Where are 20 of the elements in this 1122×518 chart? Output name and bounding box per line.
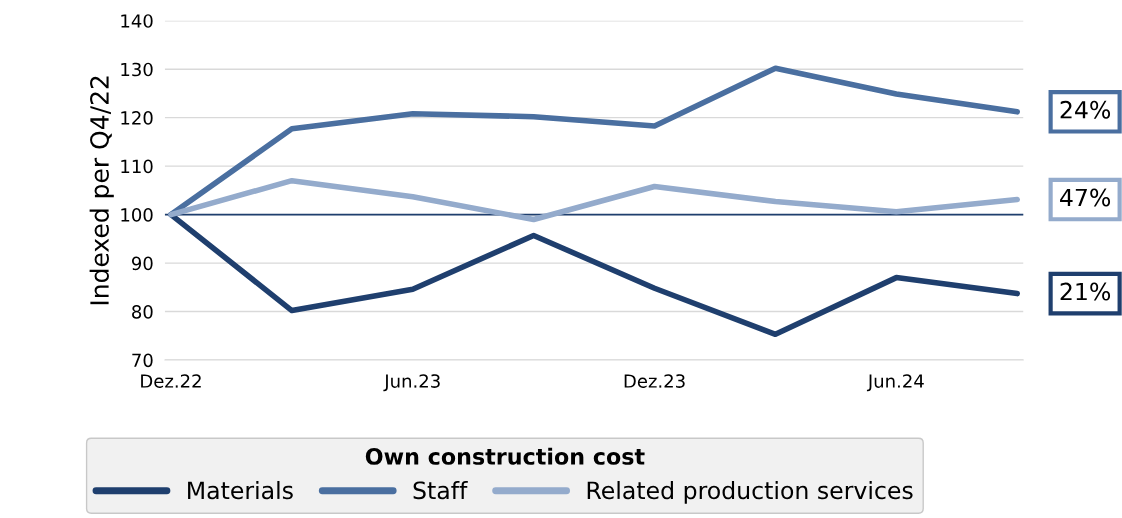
y-tick-label: 140	[121, 14, 153, 28]
y-tick-label: 120	[121, 111, 153, 125]
x-tick-label: Jun.23	[383, 374, 440, 392]
x-tick-label: Jun.24	[866, 374, 924, 392]
legend-label: Related production services	[587, 480, 913, 504]
legend-label: Materials	[188, 480, 293, 500]
legend-title: Own construction cost	[365, 447, 645, 465]
y-tick-label: 100	[121, 208, 153, 222]
text: 21%	[1060, 282, 1111, 301]
y-tick-label: 130	[121, 62, 153, 77]
legend-label: Staff	[413, 480, 468, 500]
x-tick-label: Dez.22	[141, 374, 201, 388]
y-tick-label: 90	[131, 256, 153, 271]
text: 47%	[1060, 188, 1111, 207]
x-tick-label: Dez.23	[624, 374, 685, 388]
y-tick-label: 80	[132, 305, 153, 319]
y-tick-label: 110	[121, 159, 153, 174]
text: 24%	[1060, 100, 1111, 119]
y-tick-label: 70	[132, 353, 153, 368]
y-axis-title: Indexed per Q4/22	[89, 76, 114, 305]
